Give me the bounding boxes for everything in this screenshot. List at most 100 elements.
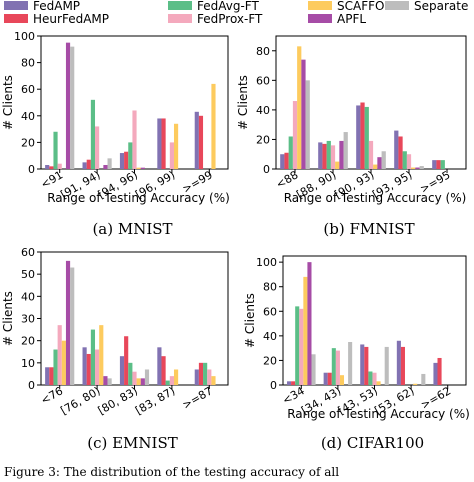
- bar-fedamp-83-87: [157, 347, 162, 385]
- bar-scaffold-88-90: [335, 161, 340, 169]
- y-tick-label: 100: [14, 30, 35, 43]
- bar-separate-88: [305, 80, 310, 169]
- x-axis-label: Range of Testing Accuracy (%): [287, 407, 470, 421]
- bar-scaffold-93-95: [411, 167, 416, 169]
- bar-fedprox-ft-88: [292, 101, 298, 169]
- y-tick-label: 80: [21, 57, 35, 70]
- bar-separate-91-94: [107, 158, 112, 169]
- bar-fedprox-ft-91: [57, 163, 62, 169]
- bar-heurfedamp-99: [198, 115, 204, 169]
- bar-heurfedamp-87: [198, 362, 204, 385]
- bar-heurfedamp-94-96: [124, 151, 129, 169]
- chart-caption: (c) EMNIST: [87, 434, 178, 452]
- bar-separate-34-43: [348, 342, 353, 385]
- bar-fedamp-95: [432, 160, 437, 169]
- bar-fedamp-43-53: [360, 344, 365, 385]
- bar-fedavg-ft-93-95: [402, 151, 407, 169]
- y-tick-label: 20: [256, 133, 270, 146]
- x-tick-label: [83, 87): [133, 384, 177, 417]
- bar-fedavg-ft-90-93: [364, 106, 369, 169]
- bar-scaffold-87: [211, 376, 216, 385]
- y-tick-label: 80: [263, 281, 277, 294]
- bar-fedavg-ft-76-80: [90, 329, 96, 385]
- bar-heurfedamp-93-95: [398, 136, 403, 169]
- bar-heurfedamp-91-94: [86, 159, 91, 169]
- y-tick-label: 30: [21, 313, 35, 326]
- figure-caption: Figure 3: The distribution of the testin…: [4, 465, 339, 479]
- legend-entry-separate: Separate: [385, 0, 468, 13]
- bar-heurfedamp-83-87: [161, 356, 166, 385]
- bar-heurfedamp-96-99: [161, 118, 166, 169]
- legend-swatch-heurfedamp: [4, 14, 28, 23]
- bar-fedamp-94-96: [119, 153, 125, 169]
- bar-scaffold-94-96: [136, 167, 141, 169]
- legend-entry-fedavg-ft: FedAvg-FT: [168, 0, 259, 13]
- legend-label-apfl: APFL: [337, 12, 366, 26]
- y-tick-label: 80: [256, 45, 270, 58]
- bar-separate-76-80: [107, 378, 112, 385]
- bar-fedamp-62: [433, 362, 438, 385]
- bar-fedamp-76-80: [82, 347, 87, 385]
- bar-scaffold-83-87: [173, 369, 179, 385]
- bar-heurfedamp-80-83: [124, 336, 129, 385]
- bar-scaffold-80-83: [136, 378, 141, 385]
- y-tick-label: 40: [21, 110, 35, 123]
- y-tick-label: 40: [263, 330, 277, 343]
- bar-fedprox-ft-83-87: [169, 376, 174, 385]
- bar-fedavg-ft-88: [288, 136, 293, 169]
- bar-heurfedamp-62: [437, 357, 442, 385]
- bar-scaffold-53-62: [413, 383, 418, 385]
- bar-apfl-91: [65, 42, 71, 169]
- legend-entry-fedprox-ft: FedProx-FT: [168, 12, 263, 26]
- y-tick-label: 60: [21, 246, 35, 259]
- bar-fedprox-ft-96-99: [169, 142, 174, 169]
- bar-separate-88-90: [343, 132, 348, 169]
- y-tick-label: 20: [21, 136, 35, 149]
- y-axis-label: # Clients: [1, 291, 15, 346]
- bar-fedprox-ft-43-53: [372, 372, 377, 385]
- y-tick-label: 0: [28, 163, 35, 176]
- bar-heurfedamp-76-80: [86, 353, 91, 385]
- bar-separate-43-53: [384, 346, 389, 385]
- bar-scaffold-90-93: [373, 164, 378, 169]
- bar-apfl-91-94: [103, 165, 108, 169]
- bar-heurfedamp-88-90: [322, 143, 327, 169]
- bar-scaffold-34-43: [339, 375, 345, 385]
- legend-swatch-apfl: [308, 14, 332, 23]
- y-tick-label: 50: [21, 268, 35, 281]
- bar-separate-34: [311, 354, 316, 385]
- bar-heurfedamp-34-43: [327, 372, 332, 385]
- bar-apfl-88-90: [339, 140, 344, 169]
- bar-fedavg-ft-80-83: [128, 362, 133, 385]
- bars: [287, 262, 442, 385]
- bar-fedprox-ft-93-95: [406, 154, 412, 169]
- bar-apfl-94-96: [140, 167, 145, 169]
- bar-fedprox-ft-80-83: [132, 371, 137, 385]
- bars: [45, 260, 216, 385]
- bar-scaffold-76-80: [99, 325, 104, 385]
- legend-swatch-fedamp: [4, 1, 28, 10]
- y-axis-label: # Clients: [236, 75, 250, 130]
- bar-fedamp-91-94: [82, 162, 87, 169]
- bar-fedavg-ft-76: [53, 349, 58, 385]
- y-tick-label: 0: [270, 379, 277, 392]
- bar-fedprox-ft-90-93: [368, 140, 374, 169]
- bar-heurfedamp-90-93: [360, 102, 365, 169]
- bar-scaffold-99: [211, 83, 216, 169]
- bar-fedavg-ft-95: [440, 160, 445, 169]
- bar-fedavg-ft-34: [295, 306, 300, 385]
- bar-separate-76: [70, 267, 75, 385]
- bar-fedamp-87: [194, 369, 199, 385]
- bar-heurfedamp-43-53: [364, 346, 369, 385]
- y-tick-label: 0: [263, 163, 270, 176]
- chart-caption: (a) MNIST: [92, 220, 172, 238]
- bar-fedprox-ft-91-94: [95, 126, 100, 169]
- chart-caption: (d) CIFAR100: [321, 434, 424, 452]
- y-tick-label: 60: [21, 83, 35, 96]
- y-tick-label: 10: [21, 357, 35, 370]
